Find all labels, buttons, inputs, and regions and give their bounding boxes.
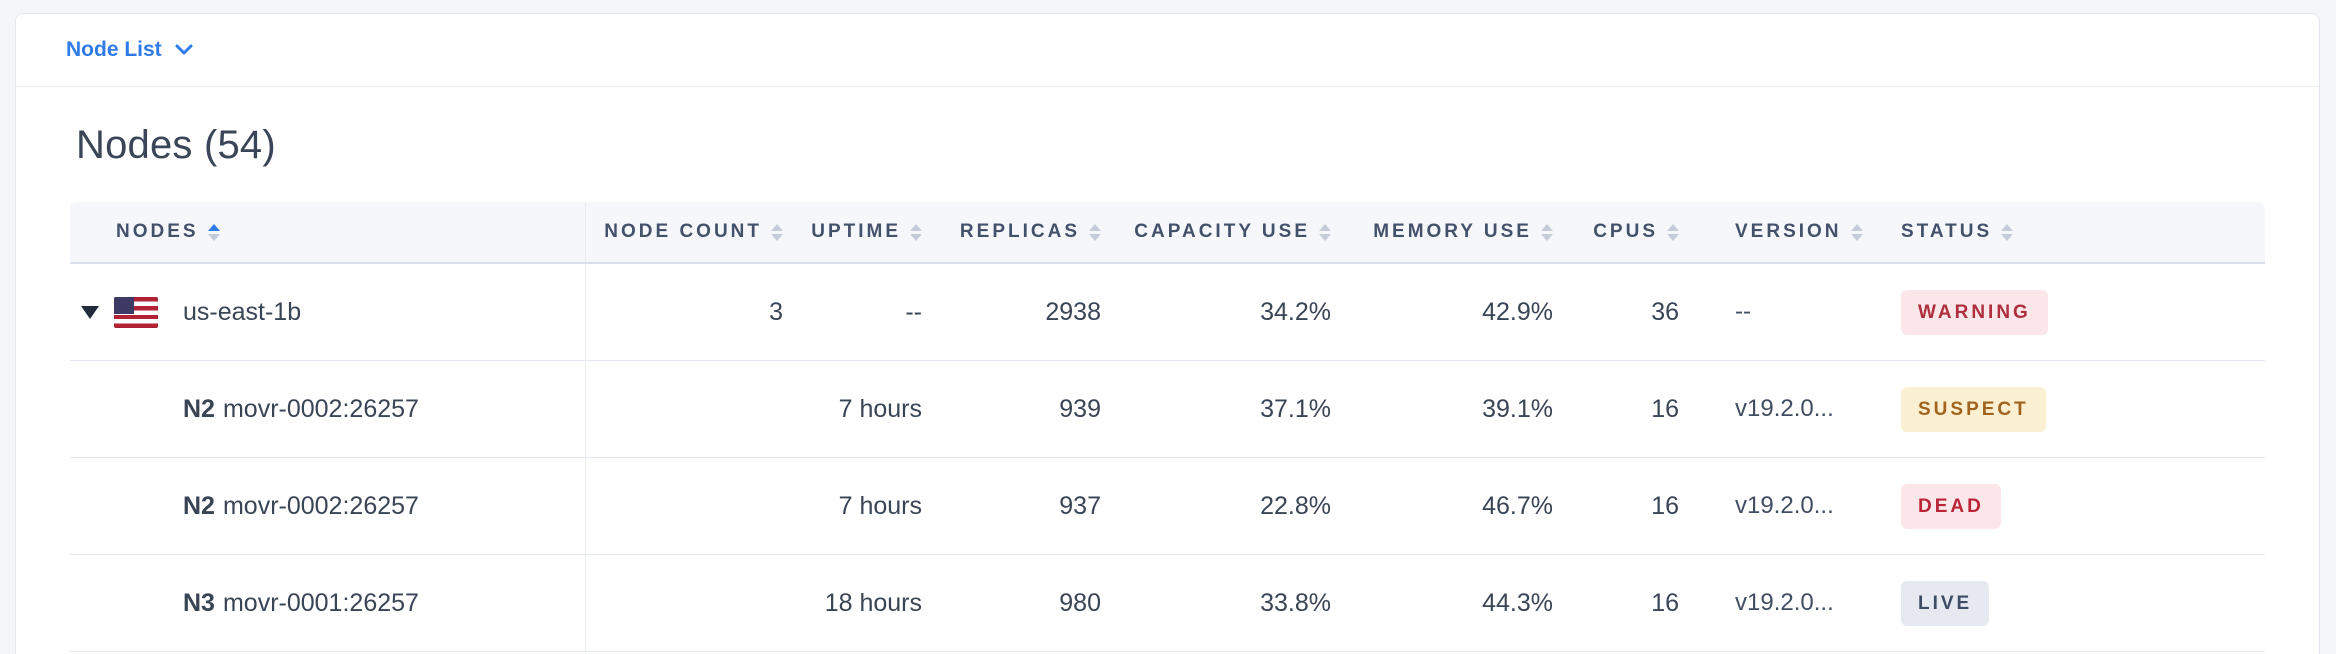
cpus-cell: 16 — [1651, 588, 1679, 617]
sort-icon — [1541, 223, 1553, 241]
uptime-cell: 7 hours — [838, 394, 922, 423]
node-name-cell: N3 movr-0001:26257 — [70, 555, 586, 651]
uptime-cell: -- — [905, 297, 922, 326]
sort-icon — [1319, 223, 1331, 241]
node-link[interactable]: N3 movr-0001:26257 — [183, 589, 419, 618]
sort-icon — [910, 223, 922, 241]
card-body: Nodes (54) NODES NODE COUNT UPTIME REPLI… — [16, 123, 2319, 652]
node-list-dropdown[interactable]: Node List — [66, 38, 193, 62]
column-header-cpus[interactable]: CPUS — [1571, 202, 1697, 262]
node-link[interactable]: N2 movr-0002:26257 — [183, 492, 419, 521]
memory-use-cell: 46.7% — [1482, 491, 1553, 520]
node-id: N3 — [183, 588, 215, 617]
column-label: STATUS — [1901, 221, 1993, 242]
column-header-status[interactable]: STATUS — [1880, 202, 2265, 262]
column-header-replicas[interactable]: REPLICAS — [941, 202, 1119, 262]
column-label: CAPACITY USE — [1134, 221, 1310, 242]
us-flag-icon — [114, 296, 158, 328]
node-link[interactable]: N2 movr-0002:26257 — [183, 395, 419, 424]
column-header-version[interactable]: VERSION — [1697, 202, 1880, 262]
column-header-node-count[interactable]: NODE COUNT — [586, 202, 801, 262]
node-address: movr-0002:26257 — [222, 491, 419, 520]
column-header-nodes[interactable]: NODES — [70, 202, 586, 262]
chevron-down-icon — [175, 44, 193, 56]
version-cell: -- — [1735, 298, 1751, 325]
column-label: CPUS — [1593, 221, 1658, 242]
capacity-use-cell: 34.2% — [1260, 297, 1331, 326]
sort-icon — [1667, 223, 1679, 241]
column-label: NODES — [116, 221, 199, 242]
column-header-uptime[interactable]: UPTIME — [801, 202, 941, 262]
column-header-memory-use[interactable]: MEMORY USE — [1351, 202, 1571, 262]
status-badge: LIVE — [1901, 580, 1990, 626]
column-label: NODE COUNT — [604, 221, 762, 242]
status-cell: SUSPECT — [1880, 361, 2265, 457]
table-header-row: NODES NODE COUNT UPTIME REPLICAS CAPACIT… — [70, 202, 2265, 264]
capacity-use-cell: 37.1% — [1260, 394, 1331, 423]
node-count-cell — [586, 458, 801, 554]
card-header: Node List — [16, 14, 2319, 87]
replicas-cell: 2938 — [1045, 297, 1101, 326]
status-badge: WARNING — [1901, 289, 2048, 335]
node-id: N2 — [183, 394, 215, 423]
version-cell: v19.2.0... — [1735, 589, 1834, 616]
page-title: Nodes (54) — [76, 123, 276, 167]
node-name-cell: N2 movr-0002:26257 — [70, 458, 586, 554]
version-cell: v19.2.0... — [1735, 492, 1834, 519]
uptime-cell: 7 hours — [838, 491, 922, 520]
capacity-use-cell: 22.8% — [1260, 491, 1331, 520]
status-badge: SUSPECT — [1901, 386, 2046, 432]
sort-icon — [207, 223, 220, 241]
replicas-cell: 939 — [1059, 394, 1101, 423]
uptime-cell: 18 hours — [824, 588, 922, 617]
memory-use-cell: 39.1% — [1482, 394, 1553, 423]
column-label: UPTIME — [811, 221, 901, 242]
node-name-cell: N2 movr-0002:26257 — [70, 361, 586, 457]
sort-icon — [771, 223, 783, 241]
column-label: VERSION — [1735, 221, 1842, 242]
node-count-cell — [586, 361, 801, 457]
cpus-cell: 16 — [1651, 491, 1679, 520]
status-badge: DEAD — [1901, 483, 2001, 529]
sort-icon — [2001, 223, 2014, 241]
memory-use-cell: 42.9% — [1482, 297, 1553, 326]
replicas-cell: 937 — [1059, 491, 1101, 520]
table-row-node: N3 movr-0001:26257 18 hours 980 33.8% 44.… — [70, 555, 2265, 652]
version-cell: v19.2.0... — [1735, 395, 1834, 422]
memory-use-cell: 44.3% — [1482, 588, 1553, 617]
capacity-use-cell: 33.8% — [1260, 588, 1331, 617]
status-cell: LIVE — [1880, 555, 2265, 651]
status-cell: WARNING — [1880, 264, 2265, 360]
table-row-region[interactable]: us-east-1b 3 -- 2938 34.2% 42.9% 36 -- W… — [70, 264, 2265, 361]
region-name: us-east-1b — [183, 297, 302, 326]
node-address: movr-0001:26257 — [222, 588, 419, 617]
column-label: REPLICAS — [959, 221, 1080, 242]
node-count-cell: 3 — [769, 297, 783, 326]
node-list-card: Node List Nodes (54) NODES NODE COUNT UP… — [15, 13, 2320, 654]
region-name-cell: us-east-1b — [70, 264, 586, 360]
cpus-cell: 16 — [1651, 394, 1679, 423]
replicas-cell: 980 — [1059, 588, 1101, 617]
node-count-cell — [586, 555, 801, 651]
table-row-node: N2 movr-0002:26257 7 hours 937 22.8% 46.7… — [70, 458, 2265, 555]
table-row-node: N2 movr-0002:26257 7 hours 939 37.1% 39.1… — [70, 361, 2265, 458]
node-id: N2 — [183, 491, 215, 520]
nodes-table: NODES NODE COUNT UPTIME REPLICAS CAPACIT… — [70, 202, 2265, 652]
sort-icon — [1089, 223, 1101, 241]
node-address: movr-0002:26257 — [222, 394, 419, 423]
cpus-cell: 36 — [1651, 297, 1679, 326]
column-header-capacity-use[interactable]: CAPACITY USE — [1119, 202, 1351, 262]
column-label: MEMORY USE — [1373, 221, 1532, 242]
status-cell: DEAD — [1880, 458, 2265, 554]
collapse-caret-icon[interactable] — [81, 305, 99, 319]
sort-icon — [1850, 223, 1863, 241]
node-list-dropdown-label: Node List — [66, 38, 162, 61]
